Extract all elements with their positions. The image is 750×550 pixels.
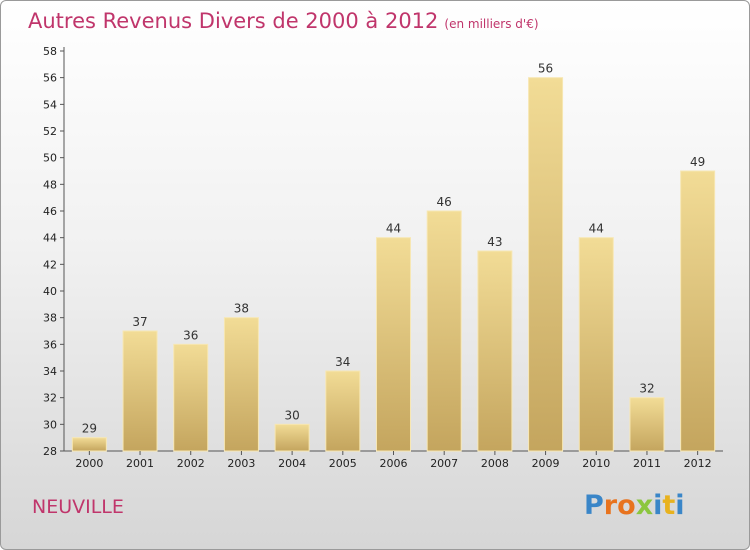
bar-value-label: 44 bbox=[589, 222, 604, 236]
logo-letter: i bbox=[653, 490, 663, 521]
chart-title-main: Autres Revenus Divers de 2000 à 2012 bbox=[28, 9, 439, 33]
y-tick-label: 42 bbox=[43, 258, 57, 271]
x-tick-label: 2009 bbox=[532, 457, 560, 470]
y-axis: 28 30 32 34 36 38 40 42 44 46 48 50 52 54 56 58 bbox=[43, 45, 723, 458]
bar-value-label: 30 bbox=[284, 408, 299, 422]
y-tick-label: 54 bbox=[43, 98, 57, 111]
x-tick-label: 2001 bbox=[126, 457, 154, 470]
y-tick-label: 52 bbox=[43, 125, 57, 138]
bar bbox=[376, 237, 411, 452]
y-tick-label: 50 bbox=[43, 152, 57, 165]
x-tick-label: 2002 bbox=[177, 457, 205, 470]
proxiti-logo: Proxiti bbox=[584, 490, 685, 521]
bar bbox=[629, 397, 665, 452]
bar bbox=[325, 370, 361, 452]
bar bbox=[173, 343, 209, 452]
bar-value-label: 36 bbox=[183, 328, 198, 342]
bar-value-label: 43 bbox=[487, 235, 502, 249]
y-tick-label: 28 bbox=[43, 445, 57, 458]
y-tick-label: 32 bbox=[43, 392, 57, 405]
x-tick-label: 2012 bbox=[684, 457, 712, 470]
bar-value-label: 46 bbox=[437, 195, 452, 209]
bar-value-label: 44 bbox=[386, 222, 401, 236]
y-tick-label: 46 bbox=[43, 205, 57, 218]
y-tick-label: 40 bbox=[43, 285, 57, 298]
bar-value-label: 29 bbox=[82, 422, 97, 436]
y-tick-label: 36 bbox=[43, 338, 57, 351]
bar bbox=[578, 237, 614, 452]
logo-letter: i bbox=[675, 490, 685, 521]
city-name: NEUVILLE bbox=[32, 496, 124, 518]
bar-value-label: 38 bbox=[234, 302, 249, 316]
bar-value-label: 49 bbox=[690, 155, 705, 169]
bar bbox=[223, 317, 259, 452]
bar-value-label: 37 bbox=[132, 315, 147, 329]
x-tick-label: 2003 bbox=[227, 457, 255, 470]
bar bbox=[528, 77, 564, 452]
x-tick-label: 2005 bbox=[329, 457, 357, 470]
y-tick-label: 58 bbox=[43, 45, 57, 58]
bar bbox=[122, 330, 158, 452]
x-tick-label: 2007 bbox=[430, 457, 458, 470]
logo-letter: x bbox=[635, 490, 654, 521]
x-tick-label: 2008 bbox=[481, 457, 509, 470]
x-tick-label: 2004 bbox=[278, 457, 306, 470]
bar bbox=[426, 210, 462, 452]
logo-letter: o bbox=[617, 490, 636, 521]
x-tick-label: 2006 bbox=[380, 457, 408, 470]
x-tick-label: 2010 bbox=[582, 457, 610, 470]
x-tick-label: 2000 bbox=[75, 457, 103, 470]
bar bbox=[274, 423, 310, 452]
y-tick-label: 48 bbox=[43, 178, 57, 191]
bar-value-label: 34 bbox=[335, 355, 350, 369]
y-tick-label: 38 bbox=[43, 312, 57, 325]
bar bbox=[71, 437, 107, 452]
x-axis: 2000 2001 2002 2003 2004 2005 2006 2007 2008 2009… bbox=[75, 451, 712, 470]
bar-value-label: 56 bbox=[538, 62, 553, 76]
y-tick-label: 56 bbox=[43, 72, 57, 85]
chart-title: Autres Revenus Divers de 2000 à 2012 (en … bbox=[28, 9, 539, 33]
logo-letter: P bbox=[584, 490, 604, 521]
y-tick-label: 44 bbox=[43, 232, 57, 245]
bar-value-label: 32 bbox=[639, 382, 654, 396]
bar bbox=[680, 170, 716, 452]
logo-letter: r bbox=[603, 490, 618, 521]
y-tick-label: 34 bbox=[43, 365, 57, 378]
bar bbox=[477, 250, 513, 452]
y-tick-label: 30 bbox=[43, 418, 57, 431]
x-tick-label: 2011 bbox=[633, 457, 661, 470]
logo-letter: t bbox=[662, 490, 676, 521]
chart-subtitle: (en milliers d'€) bbox=[444, 17, 539, 31]
bars: 29 37 36 38 30 34 44 46 43 56 44 32 49 bbox=[71, 62, 716, 452]
